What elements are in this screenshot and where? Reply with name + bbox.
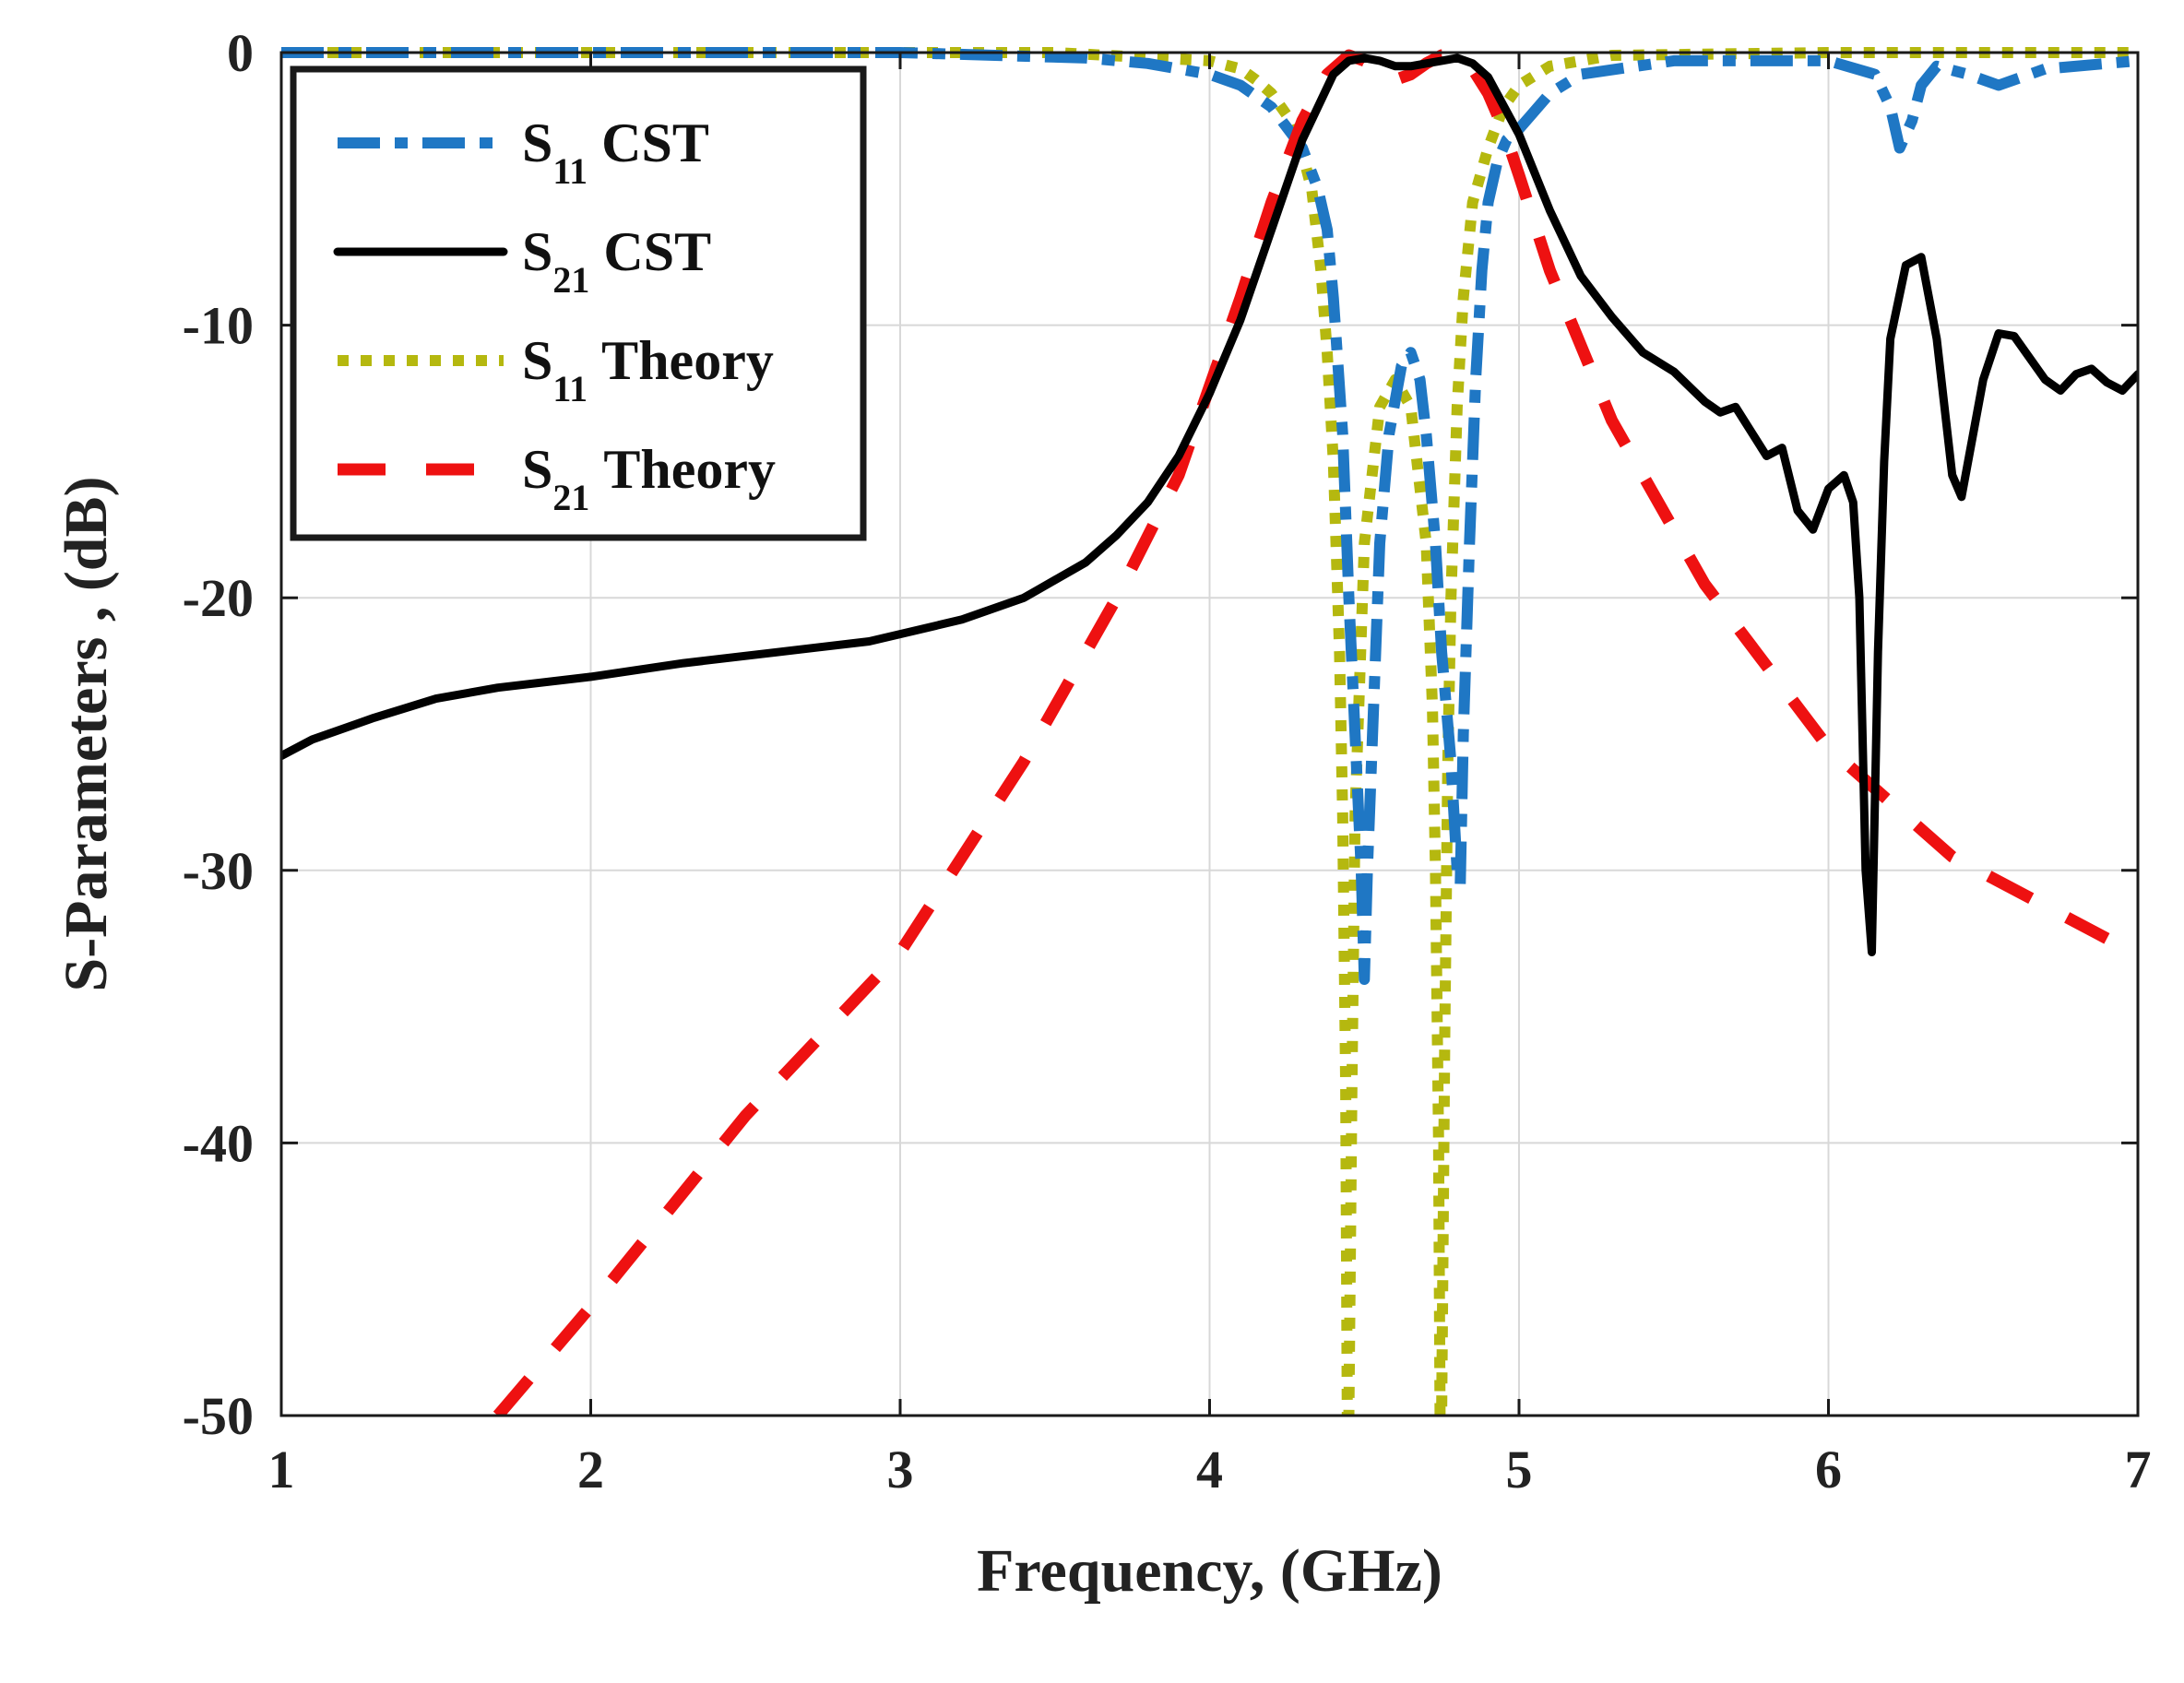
legend-label-main: S: [522, 221, 552, 282]
legend-label-rest: Theory: [589, 439, 776, 500]
legend-label-subscript: 21: [552, 259, 589, 301]
legend-box: [290, 65, 867, 541]
y-tick-label: -50: [183, 1386, 254, 1446]
legend-label: S11 CST: [522, 113, 709, 192]
x-tick-label: 5: [1506, 1440, 1533, 1499]
legend-label: S11 Theory: [522, 330, 774, 409]
x-tick-label: 2: [577, 1440, 604, 1499]
series-layer: [281, 47, 2138, 1416]
legend-label-rest: CST: [589, 221, 711, 282]
x-tick-label: 7: [2125, 1440, 2152, 1499]
legend-label-main: S: [522, 330, 552, 391]
x-tick-label: 1: [268, 1440, 295, 1499]
y-tick-label: -10: [183, 296, 254, 356]
x-axis-label: Frequency, (GHz): [977, 1537, 1442, 1605]
legend-label-rest: Theory: [588, 330, 774, 391]
legend-label: S21 Theory: [522, 439, 776, 518]
legend-label-main: S: [522, 113, 552, 173]
legend-label-subscript: 11: [552, 368, 588, 409]
series-line-s11-cst: [281, 47, 2138, 985]
y-tick-label: -20: [183, 568, 254, 628]
axis-ticks: 1 2 3 4 5 6 7 0 -10 -20 -30 -40 -50: [183, 23, 2152, 1499]
legend-label-subscript: 21: [552, 477, 589, 518]
series-line-s21-cst: [281, 53, 2138, 956]
x-tick-label: 3: [887, 1440, 914, 1499]
y-axis-label: S-Parameters , (dB): [53, 476, 120, 991]
y-tick-label: -40: [183, 1113, 254, 1173]
legend-label: S21 CST: [522, 221, 711, 301]
legend-label-subscript: 11: [552, 150, 588, 192]
series-line-s21-theory: [493, 49, 2110, 1416]
x-tick-label: 4: [1196, 1440, 1223, 1499]
y-tick-label: 0: [227, 23, 254, 83]
legend-label-rest: CST: [588, 113, 709, 173]
legend-label-main: S: [522, 439, 552, 500]
y-tick-label: -30: [183, 841, 254, 901]
x-tick-label: 6: [1815, 1440, 1842, 1499]
